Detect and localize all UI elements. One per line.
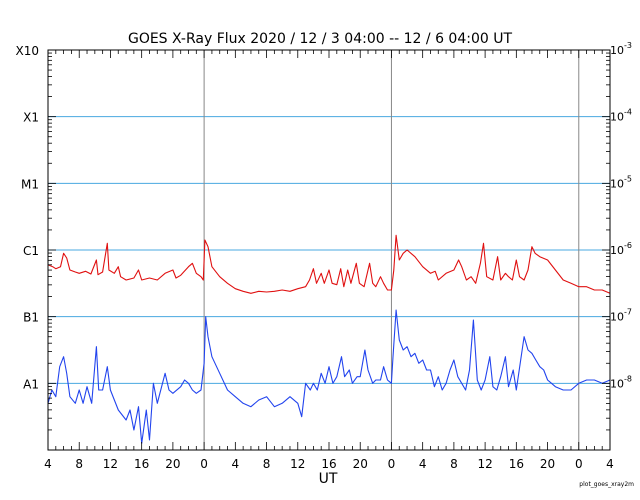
- x-tick-label: 12: [290, 457, 305, 471]
- y-right-tick-label: 10-3: [610, 41, 632, 57]
- x-tick-label: 8: [263, 457, 271, 471]
- y-right-tick-label: 10-7: [610, 308, 632, 324]
- x-tick-label: 4: [232, 457, 240, 471]
- x-tick-label: 0: [575, 457, 583, 471]
- y-left-tick-label: C1: [23, 244, 39, 258]
- y-right-tick-label: 10-4: [610, 108, 632, 124]
- y-right-tick-label: 10-6: [610, 241, 632, 257]
- tick-layer: [47, 50, 611, 451]
- x-tick-label: 8: [450, 457, 458, 471]
- x-tick-label: 20: [165, 457, 180, 471]
- series-line-2: [47, 309, 611, 444]
- series-line-1: [47, 234, 611, 294]
- x-tick-label: 16: [134, 457, 149, 471]
- y-left-tick-label: X1: [23, 111, 39, 125]
- x-tick-label: 16: [509, 457, 524, 471]
- x-tick-label: 8: [75, 457, 83, 471]
- series-layer: [47, 234, 611, 444]
- footer-credit: plot_goes_xray2m: [579, 481, 634, 488]
- y-left-tick-label: A1: [23, 377, 39, 391]
- x-tick-label: 4: [606, 457, 614, 471]
- x-tick-label: 20: [540, 457, 555, 471]
- x-tick-label: 12: [103, 457, 118, 471]
- x-tick-label: 4: [44, 457, 52, 471]
- y-left-tick-label: X10: [16, 44, 40, 58]
- y-right-tick-label: 10-8: [610, 374, 632, 390]
- label-layer: 4 8 12 16 20 0 4 8 12 16 20 0 4 8 12 16 20 0 4 X10 X1 M1 C1 B1 A…: [16, 41, 632, 471]
- y-left-tick-label: M1: [21, 177, 39, 191]
- x-tick-label: 4: [419, 457, 427, 471]
- chart-title: GOES X-Ray Flux 2020 / 12 / 3 04:00 -- 1…: [128, 31, 512, 47]
- y-right-tick-label: 10-5: [610, 174, 632, 190]
- x-tick-label: 0: [388, 457, 396, 471]
- x-tick-label: 16: [321, 457, 336, 471]
- x-tick-label: 20: [353, 457, 368, 471]
- y-left-tick-label: B1: [23, 311, 39, 325]
- x-tick-label: 0: [200, 457, 208, 471]
- x-axis-label: UT: [319, 471, 338, 487]
- x-tick-label: 12: [477, 457, 492, 471]
